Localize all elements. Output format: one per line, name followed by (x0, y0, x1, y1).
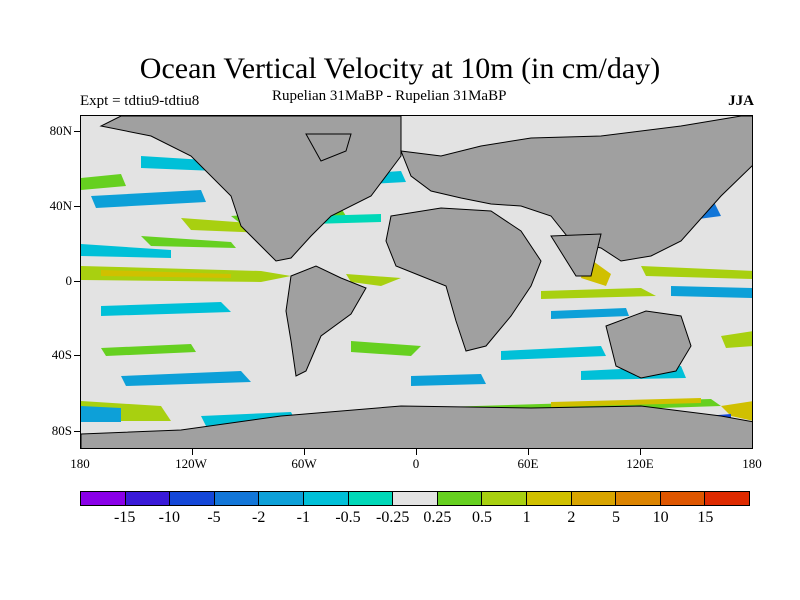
lon-tick (416, 449, 417, 455)
colorbar-label: 5 (612, 509, 620, 526)
colorbar-segment (571, 492, 617, 505)
colorbar-segment (125, 492, 171, 505)
indian-ocean-band (541, 288, 656, 299)
colorbar-segment (660, 492, 706, 505)
comparison-label: Rupelian 31MaBP - Rupelian 31MaBP (272, 88, 507, 104)
india-land (550, 233, 602, 277)
lon-tick (192, 449, 193, 455)
lon-label-0: 0 (412, 456, 420, 471)
colorbar-segment (170, 492, 215, 505)
colorbar-segment (214, 492, 260, 505)
atlantic-equatorial (346, 274, 401, 286)
lat-tick (74, 431, 80, 432)
colorbar-segment (482, 492, 527, 505)
colorbar-segment (81, 492, 126, 505)
california-band (141, 236, 236, 248)
lat-label-equator: 0 (65, 273, 73, 288)
antarctic-edge (721, 401, 752, 421)
australia-land (605, 310, 692, 379)
colorbar-label: -2 (251, 509, 266, 526)
colorbar (80, 491, 750, 506)
colorbar-label: -5 (207, 509, 221, 526)
colorbar-label: 2 (567, 509, 576, 526)
north-pacific-band-2 (81, 174, 126, 190)
lon-label-180w: 180 (70, 456, 90, 471)
subtropical-pacific-neg (81, 244, 171, 258)
colorbar-segment (348, 492, 394, 505)
lat-label-40s: 40S (51, 347, 72, 362)
colorbar-label: -1 (296, 509, 310, 526)
colorbar-segment (705, 492, 749, 505)
colorbar-label: 0.5 (472, 509, 492, 526)
map-svg (81, 116, 752, 448)
antarctica-land (81, 405, 752, 448)
lat-label-80s: 80S (51, 423, 72, 438)
lat-tick (74, 131, 80, 132)
lon-label-120e: 120E (626, 456, 654, 471)
lon-label-180e: 180 (742, 456, 762, 471)
lon-label-60w: 60W (291, 456, 317, 471)
map-panel (80, 115, 753, 449)
lat-label-80n: 80N (49, 123, 72, 138)
colorbar-segment (616, 492, 661, 505)
colorbar-label: -0.25 (375, 509, 410, 526)
colorbar-label: 1 (522, 509, 531, 526)
season-label: JJA (728, 93, 754, 109)
lon-tick (528, 449, 529, 455)
lat-label-40n: 40N (49, 198, 72, 213)
lat-tick (74, 355, 80, 356)
colorbar-segment (393, 492, 438, 505)
land-masses (81, 116, 752, 448)
colorbar-label: -10 (158, 509, 180, 526)
colorbar-segment (303, 492, 349, 505)
colorbar-label: 10 (652, 509, 669, 526)
lon-label-60e: 60E (517, 456, 539, 471)
colorbar-label: -0.5 (335, 509, 361, 526)
colorbar-label: 15 (697, 509, 714, 526)
south-pacific-neg-3 (81, 406, 121, 422)
equatorial-pacific-upwelling-inner (101, 270, 231, 278)
lon-tick (640, 449, 641, 455)
experiment-label: Expt = tdtiu9-tdtiu8 (80, 93, 200, 109)
colorbar-label: -15 (113, 509, 136, 526)
south-pacific-band (101, 344, 196, 356)
africa-land (385, 207, 542, 352)
lon-tick (304, 449, 305, 455)
lat-tick (74, 206, 80, 207)
indian-neg-2 (551, 308, 629, 319)
north-pacific-neg (91, 190, 206, 208)
south-atlantic-band (351, 341, 421, 356)
colorbar-segment (259, 492, 304, 505)
indian-neg (501, 346, 606, 360)
europe-asia-land (400, 116, 752, 262)
colorbar-segment (526, 492, 572, 505)
south-ocean-neg-2 (411, 374, 486, 386)
colorbar-segment (437, 492, 483, 505)
chart-title: Ocean Vertical Velocity at 10m (in cm/da… (139, 52, 661, 85)
tasman-band (721, 331, 752, 348)
west-pacific-neg-2 (671, 286, 752, 298)
south-pacific-neg (101, 302, 231, 316)
greenland-land (305, 133, 352, 162)
colorbar-label: 0.25 (423, 509, 452, 526)
south-ocean-band-3 (551, 398, 701, 407)
south-america-land (285, 265, 367, 377)
west-pacific-band (641, 266, 752, 279)
lat-tick (74, 281, 80, 282)
lon-label-120w: 120W (175, 456, 207, 471)
south-pacific-neg-2 (121, 371, 251, 386)
